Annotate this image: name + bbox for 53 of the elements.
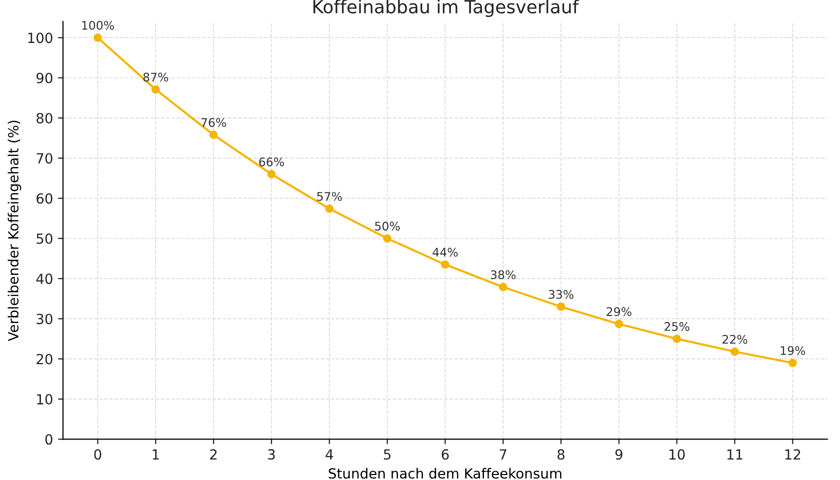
y-tick-label: 80 <box>36 112 52 124</box>
data-label: 100% <box>82 20 114 30</box>
x-tick-label: 10 <box>670 449 685 460</box>
y-tick-label: 70 <box>36 153 52 164</box>
point <box>151 85 160 94</box>
y-tick-label: 90 <box>36 72 52 84</box>
point <box>556 302 566 311</box>
point <box>209 130 218 139</box>
data-label: 76% <box>201 118 226 127</box>
point <box>788 358 797 368</box>
x-tick-label: 7 <box>500 449 506 460</box>
data-label: 87% <box>143 72 168 82</box>
data-label: 29% <box>606 307 632 316</box>
data-label: 66% <box>259 157 284 166</box>
point <box>672 334 682 343</box>
data-label: 22% <box>722 334 748 344</box>
data-label: 44% <box>432 248 458 257</box>
data-label: 57% <box>317 192 342 201</box>
x-tick-label: 6 <box>442 449 449 460</box>
y-tick-label: 100 <box>28 32 52 44</box>
x-tick-label: 4 <box>326 449 334 460</box>
y-tick-label: 0 <box>45 434 52 445</box>
point <box>498 282 508 292</box>
y-axis-title: Verbleibender Koffeingehalt (%) <box>8 120 22 342</box>
x-tick-label: 5 <box>384 449 390 460</box>
data-label: 33% <box>548 290 574 299</box>
y-tick-label: 30 <box>36 314 52 324</box>
point <box>730 348 739 356</box>
y-tick-label: 40 <box>36 274 52 284</box>
point <box>267 170 276 178</box>
x-tick-label: 3 <box>268 449 275 460</box>
data-label: 19% <box>780 346 806 356</box>
x-axis-title: Stunden nach dem Kaffeekonsum <box>328 468 562 479</box>
x-tick-label: 0 <box>94 449 102 460</box>
chart-title: Koffeinabbau im Tagesverlauf <box>313 0 580 18</box>
data-label: 38% <box>490 270 516 280</box>
y-tick-label: 20 <box>36 354 52 364</box>
data-label: 50% <box>375 222 400 231</box>
x-tick-label: 8 <box>558 449 564 460</box>
x-tick-label: 9 <box>615 449 622 460</box>
x-tick-label: 12 <box>785 449 800 460</box>
point <box>441 260 450 269</box>
x-tick-label: 2 <box>210 449 217 460</box>
point <box>383 234 392 243</box>
point <box>614 320 624 328</box>
x-tick-label: 1 <box>152 449 159 460</box>
point <box>325 204 334 213</box>
y-tick-label: 10 <box>37 394 52 405</box>
x-tick-label: 11 <box>727 449 742 460</box>
y-tick-label: 50 <box>36 233 52 244</box>
point <box>94 33 102 42</box>
y-tick-label: 60 <box>36 193 52 204</box>
data-label: 25% <box>664 322 690 331</box>
